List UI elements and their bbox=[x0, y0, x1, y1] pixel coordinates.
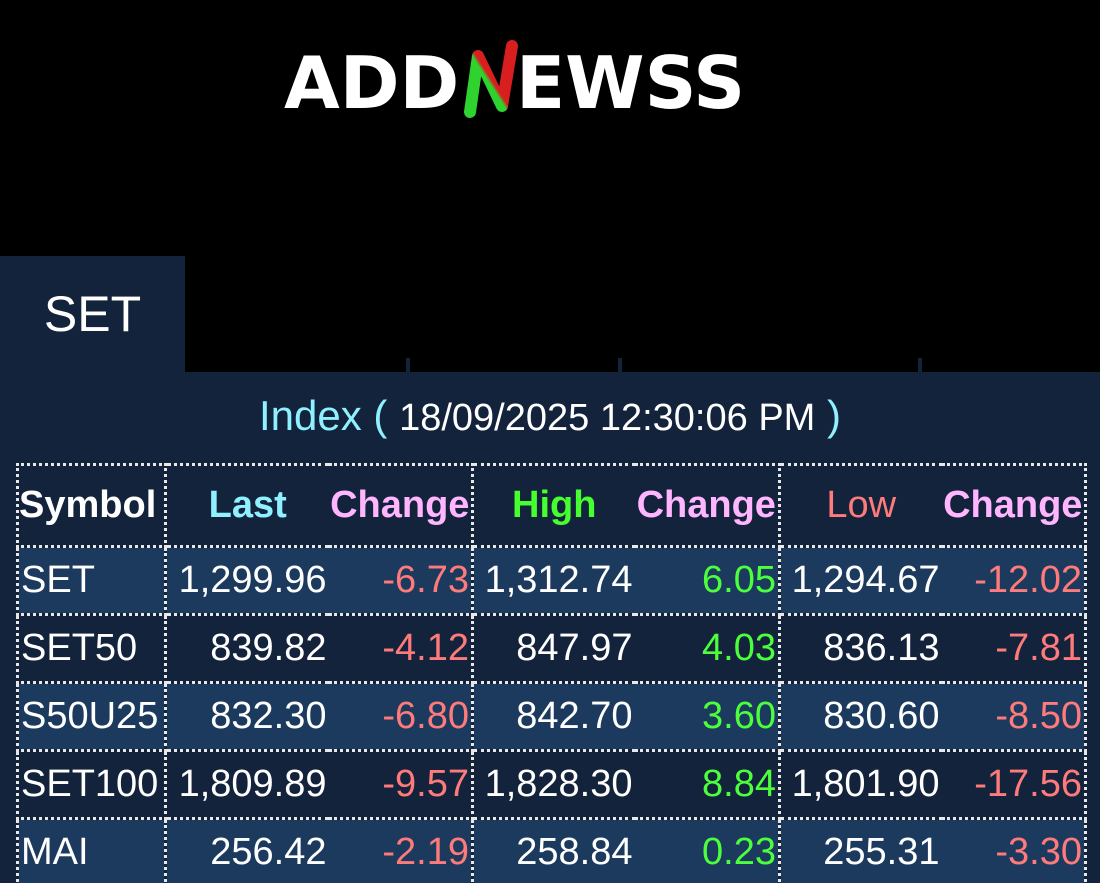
cell-low-change: -3.30 bbox=[941, 817, 1087, 883]
tick-mark bbox=[618, 358, 622, 372]
cell-last-change: -4.12 bbox=[328, 613, 474, 684]
cell-high-change: 0.23 bbox=[634, 817, 781, 883]
logo-text-right: EWSS bbox=[516, 41, 745, 125]
cell-low-change: -7.81 bbox=[941, 613, 1087, 684]
cell-high-change: 3.60 bbox=[634, 681, 781, 752]
index-timestamp: 18/09/2025 12:30:06 PM bbox=[399, 397, 816, 439]
cell-last: 1,299.96 bbox=[164, 545, 329, 616]
cell-low: 1,801.90 bbox=[778, 749, 942, 820]
header-high[interactable]: High bbox=[471, 463, 635, 548]
cell-high: 847.97 bbox=[471, 613, 635, 684]
header-high-change[interactable]: Change bbox=[634, 463, 781, 548]
cell-low: 1,294.67 bbox=[778, 545, 942, 616]
index-open-paren: ( bbox=[373, 392, 388, 439]
table-row[interactable]: SET50 839.82 -4.12 847.97 4.03 836.13 -7… bbox=[16, 613, 1087, 684]
cell-high-change: 6.05 bbox=[634, 545, 781, 616]
cell-symbol: S50U25 bbox=[16, 681, 167, 752]
cell-high: 258.84 bbox=[471, 817, 635, 883]
cell-low-change: -8.50 bbox=[941, 681, 1087, 752]
cell-high: 842.70 bbox=[471, 681, 635, 752]
cell-high: 1,312.74 bbox=[471, 545, 635, 616]
cell-last-change: -2.19 bbox=[328, 817, 474, 883]
cell-last-change: -6.80 bbox=[328, 681, 474, 752]
cell-symbol: SET100 bbox=[16, 749, 167, 820]
index-close-paren: ) bbox=[826, 392, 841, 439]
index-table: Symbol Last Change High Change Low Chang… bbox=[16, 463, 1087, 883]
tab-set[interactable]: SET bbox=[0, 256, 185, 372]
cell-last-change: -9.57 bbox=[328, 749, 474, 820]
cell-low-change: -12.02 bbox=[941, 545, 1087, 616]
tab-set-label: SET bbox=[43, 286, 142, 342]
table-row[interactable]: S50U25 832.30 -6.80 842.70 3.60 830.60 -… bbox=[16, 681, 1087, 752]
cell-symbol: SET50 bbox=[16, 613, 167, 684]
table-header-row: Symbol Last Change High Change Low Chang… bbox=[16, 463, 1087, 548]
addnewss-logo: ADD EWSS bbox=[280, 36, 820, 132]
table-row[interactable]: SET 1,299.96 -6.73 1,312.74 6.05 1,294.6… bbox=[16, 545, 1087, 616]
cell-symbol: MAI bbox=[16, 817, 167, 883]
cell-last: 1,809.89 bbox=[164, 749, 329, 820]
header-last-change[interactable]: Change bbox=[328, 463, 474, 548]
table-row[interactable]: SET100 1,809.89 -9.57 1,828.30 8.84 1,80… bbox=[16, 749, 1087, 820]
cell-last-change: -6.73 bbox=[328, 545, 474, 616]
cell-low: 836.13 bbox=[778, 613, 942, 684]
index-title: Index ( 18/09/2025 12:30:06 PM ) bbox=[0, 390, 1100, 442]
cell-last: 256.42 bbox=[164, 817, 329, 883]
logo-text-left: ADD bbox=[284, 41, 459, 125]
header-low[interactable]: Low bbox=[778, 463, 942, 548]
header-symbol[interactable]: Symbol bbox=[16, 463, 167, 548]
header-low-change[interactable]: Change bbox=[941, 463, 1087, 548]
cell-last: 832.30 bbox=[164, 681, 329, 752]
cell-low-change: -17.56 bbox=[941, 749, 1087, 820]
cell-last: 839.82 bbox=[164, 613, 329, 684]
tick-mark bbox=[406, 358, 410, 372]
cell-low: 830.60 bbox=[778, 681, 942, 752]
cell-low: 255.31 bbox=[778, 817, 942, 883]
cell-high: 1,828.30 bbox=[471, 749, 635, 820]
cell-high-change: 4.03 bbox=[634, 613, 781, 684]
logo-n-mark bbox=[464, 40, 518, 118]
cell-high-change: 8.84 bbox=[634, 749, 781, 820]
tick-mark bbox=[918, 358, 922, 372]
table-row[interactable]: MAI 256.42 -2.19 258.84 0.23 255.31 -3.3… bbox=[16, 817, 1087, 883]
index-label: Index bbox=[259, 392, 362, 439]
logo-graphic: ADD EWSS bbox=[284, 40, 745, 125]
cell-symbol: SET bbox=[16, 545, 167, 616]
header-last[interactable]: Last bbox=[164, 463, 329, 548]
